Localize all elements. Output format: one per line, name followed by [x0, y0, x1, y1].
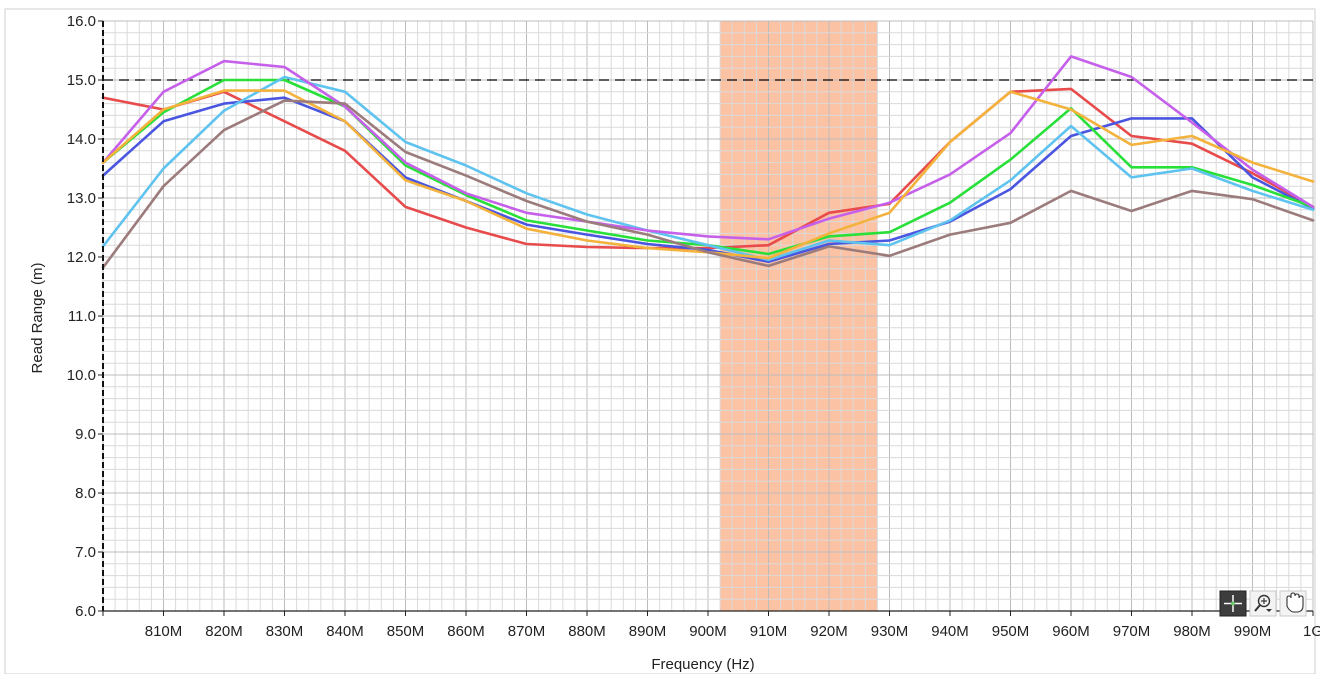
- x-tick-label: 840M: [326, 623, 364, 640]
- zoom-tool-button[interactable]: [1249, 590, 1277, 617]
- y-tick-label: 9.0: [75, 426, 96, 443]
- y-tick-label: 13.0: [67, 190, 96, 207]
- x-tick-label: 930M: [871, 623, 909, 640]
- series-line-5: [101, 55, 1315, 241]
- series-line-7: [101, 99, 1315, 269]
- x-tick-label: 920M: [810, 623, 848, 640]
- crosshair-icon: [1224, 595, 1242, 612]
- x-tick-label: 980M: [1173, 623, 1211, 640]
- x-tick-label: 950M: [992, 623, 1030, 640]
- series-line-4: [101, 75, 1315, 262]
- x-tick-label: 990M: [1234, 623, 1272, 640]
- pan-tool-button[interactable]: [1279, 590, 1307, 617]
- y-tick-label: 7.0: [75, 544, 96, 561]
- x-tick-label: 870M: [508, 623, 546, 640]
- x-axis-label: Frequency (Hz): [651, 656, 754, 673]
- x-tick-label: 960M: [1052, 623, 1090, 640]
- zoom-magnifier-icon: [1254, 594, 1272, 612]
- y-tick-label: 12.0: [67, 249, 96, 266]
- series-line-1: [101, 87, 1315, 250]
- series-line-2: [101, 96, 1315, 264]
- y-tick-label: 10.0: [67, 367, 96, 384]
- pan-hand-icon: [1286, 592, 1304, 613]
- x-tick-label: 1G: [1303, 623, 1320, 640]
- x-tick-label: 810M: [145, 623, 183, 640]
- y-axis-label: Read Range (m): [29, 263, 46, 374]
- y-tick-label: 6.0: [75, 603, 96, 620]
- cursor-tool-button[interactable]: [1219, 590, 1247, 617]
- graph-palette-toolbar: [1219, 590, 1307, 617]
- y-tick-label: 11.0: [68, 308, 96, 325]
- y-tick-label: 16.0: [67, 13, 96, 30]
- x-tick-label: 850M: [387, 623, 425, 640]
- x-tick-label: 860M: [447, 623, 485, 640]
- x-tick-label: 940M: [931, 623, 969, 640]
- x-tick-label: 880M: [568, 623, 606, 640]
- y-tick-label: 15.0: [67, 72, 96, 89]
- x-tick-label: 890M: [629, 623, 667, 640]
- x-tick-label: 830M: [266, 623, 304, 640]
- x-tick-label: 900M: [689, 623, 727, 640]
- x-tick-label: 910M: [750, 623, 788, 640]
- y-tick-label: 8.0: [75, 485, 96, 502]
- x-tick-label: 820M: [205, 623, 243, 640]
- y-tick-label: 14.0: [67, 131, 96, 148]
- x-tick-label: 970M: [1113, 623, 1151, 640]
